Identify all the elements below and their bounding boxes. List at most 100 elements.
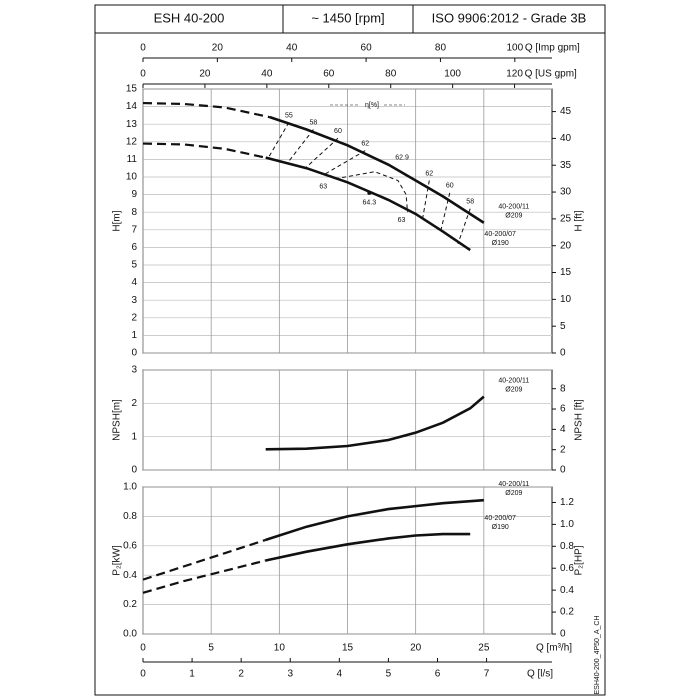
y2-tick-label: 2 [560, 444, 566, 455]
efficiency-value: 60 [446, 183, 454, 190]
curve [265, 532, 471, 562]
y2-tick-label: 25 [560, 214, 572, 225]
top-tick-label: 60 [361, 43, 373, 54]
y2-tick-label: 0 [560, 348, 566, 359]
x-tick-label: 20 [410, 643, 422, 654]
y-tick-label: 7 [131, 224, 137, 235]
y2-tick-label: 1.2 [560, 497, 574, 508]
efficiency-contour [335, 171, 408, 213]
efficiency-label: η[%] [365, 102, 379, 109]
y2-tick-label: 4 [560, 424, 566, 435]
y-tick-label: 11 [127, 154, 138, 165]
top-tick-label: 100 [444, 69, 461, 80]
y-tick-label: 4 [131, 277, 137, 288]
curve [142, 101, 271, 119]
y-tick-label: 1 [131, 431, 137, 442]
y-tick-label: 1 [131, 330, 137, 341]
y2-tick-label: 1.0 [560, 519, 574, 530]
efficiency-value: 63 [398, 217, 406, 224]
efficiency-contour [322, 150, 366, 176]
curve [269, 115, 485, 224]
y-tick-label: 2 [131, 398, 137, 409]
y2-tick-label: 40 [560, 133, 572, 144]
top-tick-label: 0 [140, 69, 146, 80]
x-tick-label: 10 [274, 643, 286, 654]
x2-tick-label: 5 [386, 669, 392, 680]
y-tick-label: 1.0 [123, 482, 137, 493]
curve-label: 40-200/11 [498, 481, 529, 488]
efficiency-value: 62.9 [395, 155, 409, 162]
top-tick-label: 20 [199, 69, 211, 80]
y-tick-label: 2 [131, 312, 137, 323]
efficiency-value: 63 [319, 184, 327, 191]
top-tick-label: 120 [506, 69, 523, 80]
y2-tick-label: 8 [560, 383, 566, 394]
x2-tick-label: 3 [287, 669, 293, 680]
y-tick-label: 9 [131, 189, 137, 200]
curve [265, 498, 484, 542]
y2-tick-label: 15 [560, 267, 572, 278]
x2-axis-label: Q [l/s] [527, 669, 553, 680]
y2-tick-label: 20 [560, 240, 572, 251]
outer-frame [94, 4, 606, 696]
x-tick-label: 15 [342, 643, 354, 654]
y2-axis-label: H [ft] [574, 210, 585, 231]
y-tick-label: 6 [131, 242, 137, 253]
curve [265, 156, 471, 252]
header-cell: ESH 40-200 [154, 10, 225, 25]
y2-tick-label: 0.6 [560, 563, 574, 574]
efficiency-value: 62 [425, 170, 433, 177]
y-axis-label: P₂[kW] [112, 545, 123, 576]
header-cell: ISO 9906:2012 - Grade 3B [432, 10, 587, 25]
y2-tick-label: 45 [560, 106, 572, 117]
y2-tick-label: 30 [560, 187, 572, 198]
curve-label: 40-200/11 [498, 204, 529, 211]
efficiency-value: 62 [361, 140, 369, 147]
efficiency-value: 64.3 [363, 200, 377, 207]
y-tick-label: 0.8 [123, 511, 137, 522]
top-tick-label: 20 [212, 43, 224, 54]
y-tick-label: 0 [131, 348, 137, 359]
efficiency-contour [287, 129, 314, 164]
y2-tick-label: 0.2 [560, 607, 574, 618]
curve-label: Ø190 [492, 524, 509, 531]
y-tick-label: 10 [126, 172, 138, 183]
efficiency-value: 60 [334, 128, 342, 135]
y2-tick-label: 10 [560, 294, 572, 305]
y-axis-label: H[m] [112, 210, 123, 231]
y-tick-label: 3 [131, 365, 137, 376]
y-tick-label: 0.6 [123, 540, 137, 551]
curve [265, 395, 485, 451]
y2-axis-label: NPSH [ft] [574, 399, 585, 441]
x2-tick-label: 6 [435, 669, 441, 680]
y2-tick-label: 6 [560, 404, 566, 415]
y-tick-label: 15 [126, 84, 138, 95]
y-tick-label: 13 [126, 119, 138, 130]
y-tick-label: 14 [126, 101, 138, 112]
y2-axis-label: P₂[HP] [574, 545, 585, 575]
top-tick-label: 40 [286, 43, 298, 54]
top-tick-label: 80 [435, 43, 447, 54]
y2-tick-label: 0 [560, 465, 566, 476]
x2-tick-label: 0 [140, 669, 146, 680]
footnote: ESH40-200_4P50_A_CH [594, 616, 601, 695]
curve-label: Ø209 [505, 213, 522, 220]
curve [142, 559, 266, 594]
y2-tick-label: 0.4 [560, 585, 574, 596]
x-axis-label: Q [m³/h] [536, 643, 572, 654]
y-tick-label: 3 [131, 295, 137, 306]
efficiency-point [367, 190, 372, 195]
efficiency-contour [304, 137, 339, 169]
y-tick-label: 0.0 [123, 629, 137, 640]
y2-tick-label: 35 [560, 160, 572, 171]
y-tick-label: 12 [126, 136, 138, 147]
x2-tick-label: 1 [189, 669, 195, 680]
top-tick-label: 60 [323, 69, 335, 80]
curve-label: Ø209 [505, 387, 522, 394]
y-axis-label: NPSH[m] [112, 399, 123, 441]
curve-label: 40-200/07 [484, 231, 516, 238]
efficiency-value: 55 [285, 112, 293, 119]
y2-tick-label: 0 [560, 629, 566, 640]
top-axis-label: Q [Imp gpm] [525, 43, 580, 54]
